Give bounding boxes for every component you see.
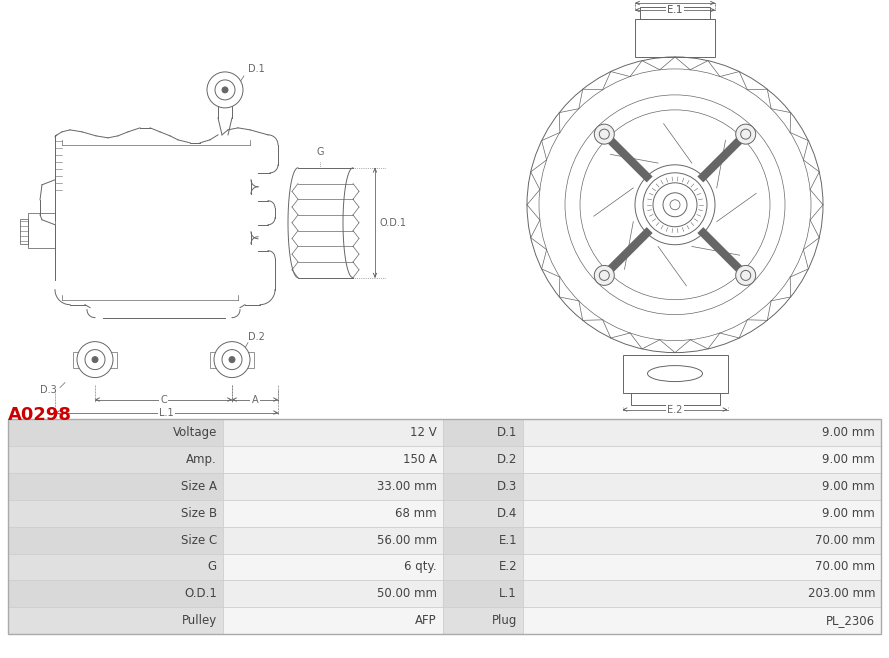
Bar [523,419,881,446]
Text: D.2: D.2 [248,332,265,342]
Text: PL_2306: PL_2306 [826,614,875,627]
Bar [635,19,715,57]
Bar [443,419,523,446]
Circle shape [77,342,113,378]
Text: 68 mm: 68 mm [396,507,437,520]
Text: 12 V: 12 V [410,426,437,439]
Bar [622,355,727,393]
Text: Pulley: Pulley [181,614,217,627]
Text: Voltage: Voltage [172,426,217,439]
Bar [523,607,881,634]
Text: E.1: E.1 [499,534,517,547]
Text: E.1: E.1 [668,5,683,15]
Bar [8,553,223,580]
Text: A: A [252,395,259,405]
Bar [443,526,523,553]
Bar [223,473,443,500]
Text: 33.00 mm: 33.00 mm [377,480,437,493]
Text: E.1: E.1 [668,5,683,15]
Ellipse shape [647,366,702,382]
Bar [443,500,523,526]
Text: L.1: L.1 [159,407,174,418]
Bar [223,580,443,607]
Bar [523,580,881,607]
Bar [223,607,443,634]
Bar [223,419,443,446]
Bar [443,553,523,580]
Bar [523,473,881,500]
Text: G: G [316,147,324,157]
Text: D.3: D.3 [497,480,517,493]
Text: Size C: Size C [180,534,217,547]
Bar [223,446,443,473]
Text: O.D.1: O.D.1 [184,588,217,600]
Text: 150 A: 150 A [403,453,437,466]
Text: 9.00 mm: 9.00 mm [822,507,875,520]
Text: D.4: D.4 [497,507,517,520]
Bar [28,213,55,247]
Bar [20,218,28,243]
Bar [523,500,881,526]
Bar [73,351,117,368]
Circle shape [594,124,614,144]
Bar [210,351,254,368]
Text: Size A: Size A [181,480,217,493]
Circle shape [229,357,235,363]
Text: AFP: AFP [415,614,437,627]
Bar [630,393,719,405]
Text: D.1: D.1 [497,426,517,439]
Text: L.1: L.1 [500,588,517,600]
Bar [8,607,223,634]
Bar [8,419,881,634]
Text: G: G [208,561,217,574]
Bar [443,580,523,607]
Text: 56.00 mm: 56.00 mm [377,534,437,547]
Text: 50.00 mm: 50.00 mm [377,588,437,600]
Text: Plug: Plug [492,614,517,627]
Text: Amp.: Amp. [187,453,217,466]
Bar [523,446,881,473]
Bar [223,526,443,553]
Bar [640,7,710,19]
Circle shape [594,265,614,286]
Bar [8,500,223,526]
Bar [8,473,223,500]
Circle shape [736,265,756,286]
Text: 70.00 mm: 70.00 mm [815,561,875,574]
Bar [8,580,223,607]
Bar [223,500,443,526]
Text: C: C [160,395,167,405]
Circle shape [736,124,756,144]
Bar [443,473,523,500]
Text: D.1: D.1 [248,64,265,74]
Circle shape [207,72,243,108]
Bar [443,446,523,473]
Text: D.2: D.2 [497,453,517,466]
Bar [523,553,881,580]
Text: E.2: E.2 [499,561,517,574]
Bar [8,446,223,473]
Text: 70.00 mm: 70.00 mm [815,534,875,547]
Bar [223,553,443,580]
Circle shape [214,342,250,378]
Text: E.2: E.2 [668,405,683,415]
Circle shape [222,87,228,93]
Text: 9.00 mm: 9.00 mm [822,426,875,439]
Bar [8,419,223,446]
Circle shape [92,357,98,363]
Text: A0298: A0298 [8,407,72,424]
Text: Size B: Size B [180,507,217,520]
Bar [8,526,223,553]
Text: 6 qty.: 6 qty. [404,561,437,574]
Text: O.D.1: O.D.1 [380,218,407,228]
Text: 203.00 mm: 203.00 mm [807,588,875,600]
Text: D.3: D.3 [40,384,57,395]
Bar [443,607,523,634]
Bar [523,526,881,553]
Text: 9.00 mm: 9.00 mm [822,453,875,466]
Text: 9.00 mm: 9.00 mm [822,480,875,493]
